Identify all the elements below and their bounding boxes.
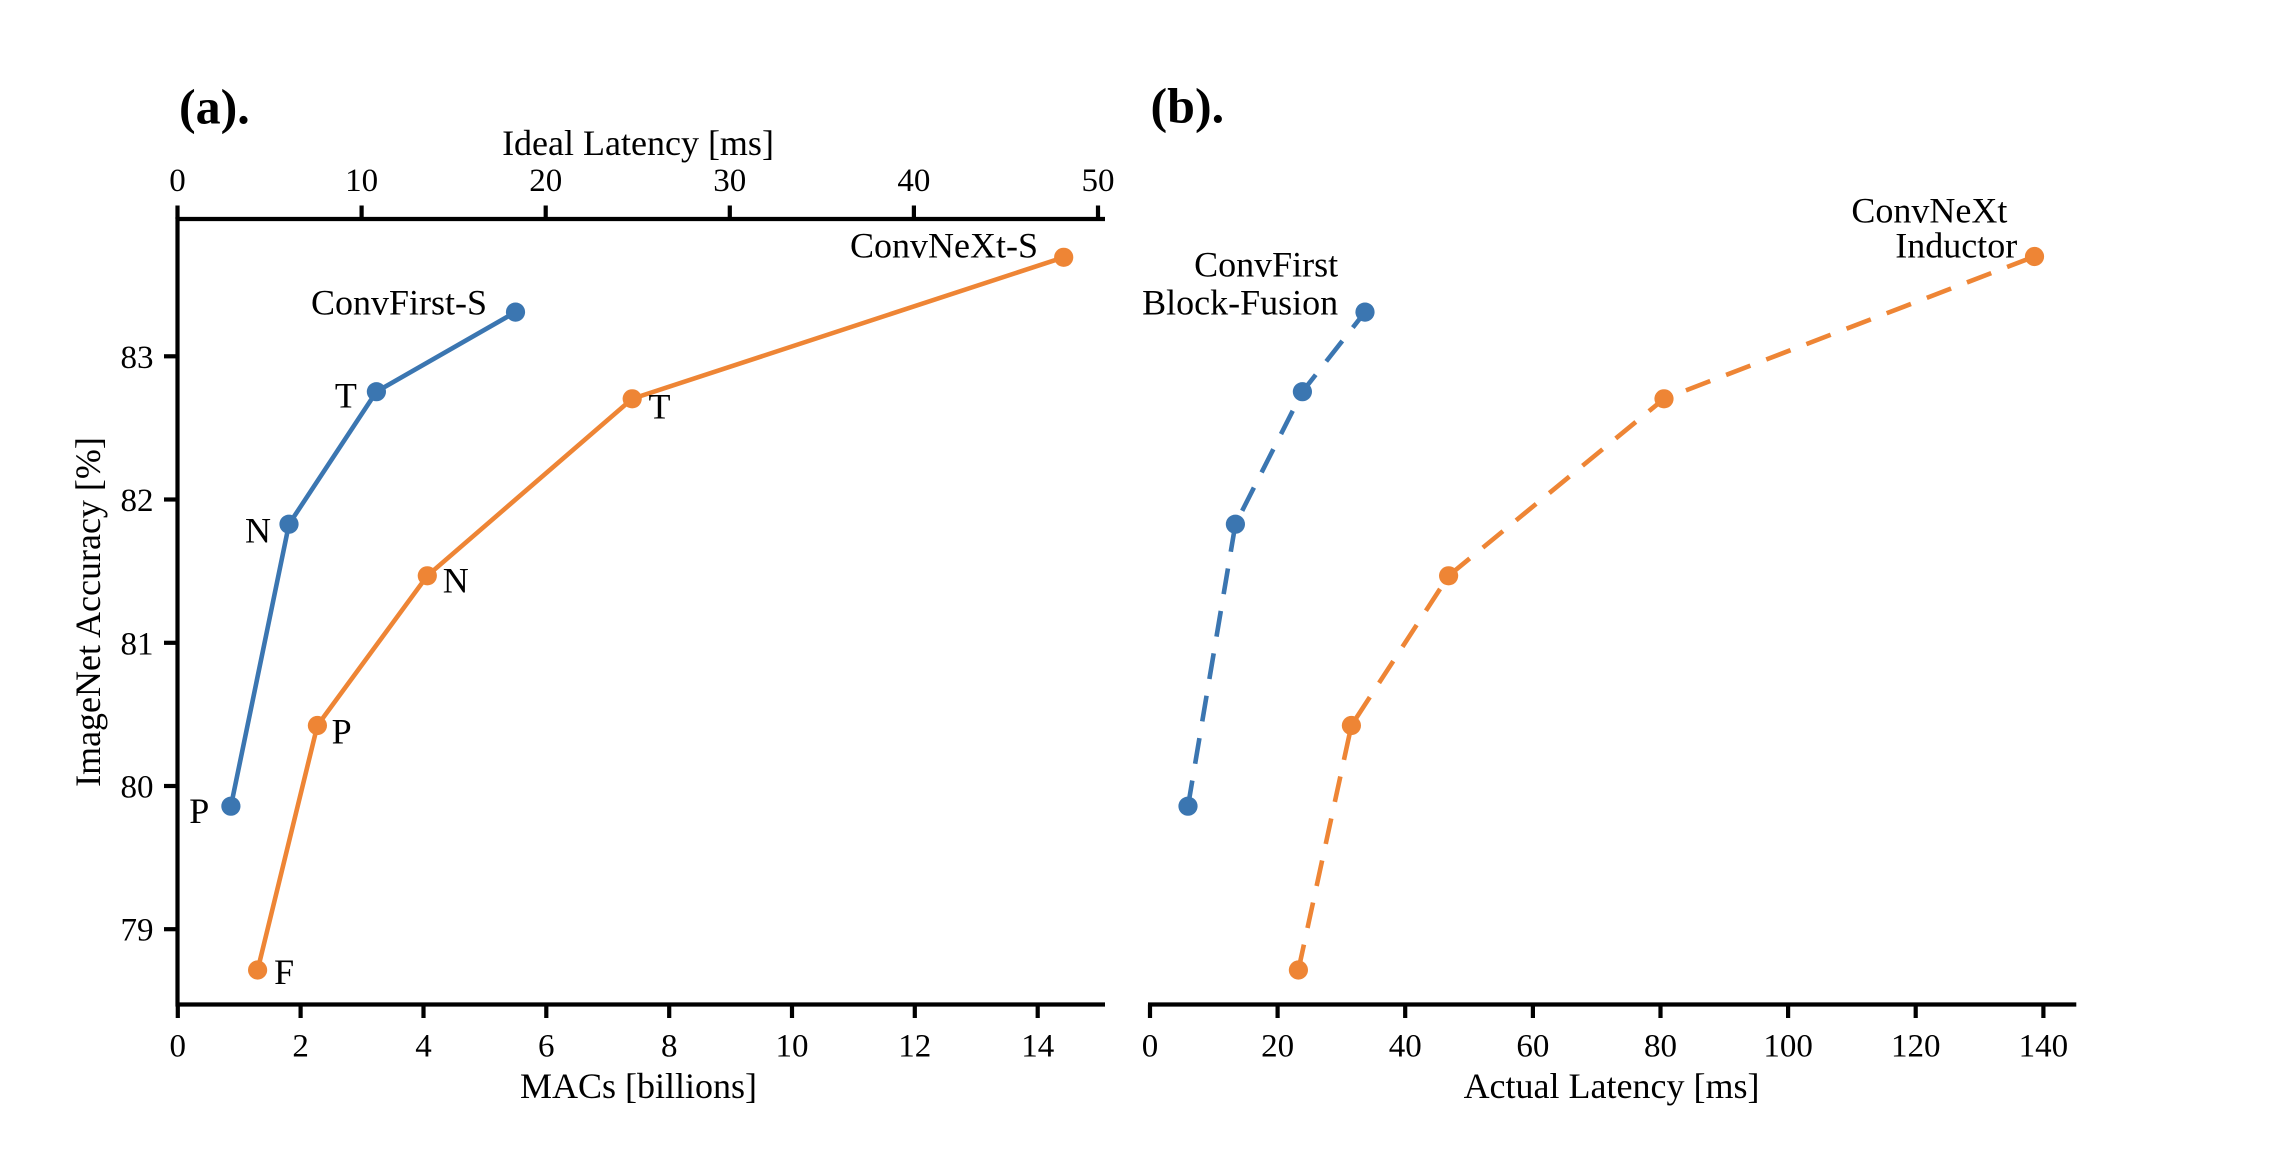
svg-text:82: 82 [121, 483, 154, 519]
svg-text:Block-Fusion: Block-Fusion [1142, 282, 1338, 322]
svg-text:T: T [335, 376, 357, 416]
svg-text:80: 80 [121, 770, 154, 806]
svg-text:N: N [443, 561, 469, 601]
svg-text:0: 0 [1142, 1029, 1159, 1065]
svg-text:20: 20 [1261, 1029, 1294, 1065]
svg-text:120: 120 [1891, 1029, 1941, 1065]
svg-text:79: 79 [121, 913, 154, 949]
svg-text:50: 50 [1082, 163, 1115, 199]
svg-text:F: F [274, 952, 294, 992]
svg-text:Actual Latency [ms]: Actual Latency [ms] [1464, 1066, 1760, 1106]
svg-text:N: N [245, 511, 271, 551]
svg-text:30: 30 [713, 163, 746, 199]
svg-text:80: 80 [1644, 1029, 1677, 1065]
svg-text:MACs [billions]: MACs [billions] [520, 1066, 757, 1106]
svg-text:100: 100 [1763, 1029, 1813, 1065]
svg-text:83: 83 [121, 340, 154, 376]
svg-text:10: 10 [776, 1029, 809, 1065]
svg-text:P: P [332, 711, 352, 751]
svg-text:2: 2 [292, 1029, 309, 1065]
svg-text:ConvNeXt-S: ConvNeXt-S [850, 226, 1038, 266]
svg-text:0: 0 [169, 163, 186, 199]
svg-text:40: 40 [1389, 1029, 1422, 1065]
svg-text:(a).: (a). [179, 78, 250, 134]
svg-text:0: 0 [170, 1029, 187, 1065]
svg-text:4: 4 [415, 1029, 432, 1065]
svg-text:ConvFirst: ConvFirst [1194, 244, 1338, 284]
svg-text:Ideal Latency [ms]: Ideal Latency [ms] [502, 123, 774, 163]
svg-text:ImageNet Accuracy [%]: ImageNet Accuracy [%] [68, 437, 108, 787]
svg-text:Inductor: Inductor [1895, 226, 2017, 266]
svg-text:12: 12 [898, 1029, 931, 1065]
svg-text:6: 6 [538, 1029, 555, 1065]
svg-text:(b).: (b). [1151, 78, 1225, 134]
svg-text:8: 8 [661, 1029, 678, 1065]
svg-text:10: 10 [345, 163, 378, 199]
svg-text:40: 40 [897, 163, 930, 199]
svg-text:60: 60 [1516, 1029, 1549, 1065]
svg-text:140: 140 [2019, 1029, 2069, 1065]
svg-text:ConvFirst-S: ConvFirst-S [311, 283, 487, 323]
svg-text:14: 14 [1021, 1029, 1054, 1065]
svg-text:T: T [649, 387, 671, 427]
svg-text:ConvNeXt: ConvNeXt [1851, 191, 2007, 231]
svg-text:20: 20 [529, 163, 562, 199]
svg-text:81: 81 [121, 626, 154, 662]
svg-text:P: P [189, 791, 209, 831]
